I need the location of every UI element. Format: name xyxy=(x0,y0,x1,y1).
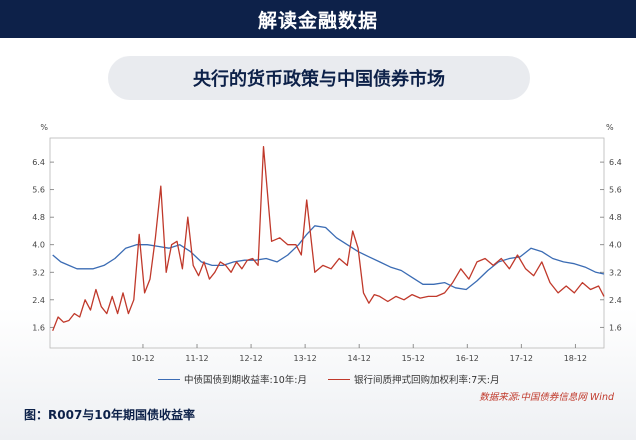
y-tick-label-right: 5.6 xyxy=(609,186,622,195)
subtitle-pill: 央行的货币政策与中国债券市场 xyxy=(108,56,530,100)
page-header: 解读金融数据 xyxy=(0,0,636,38)
y-tick-label-right: 6.4 xyxy=(609,158,622,167)
x-tick-label: 11-12 xyxy=(185,354,208,363)
x-tick-label: 10-12 xyxy=(131,354,154,363)
y-tick-label-right: 4.8 xyxy=(609,213,622,222)
header-title: 解读金融数据 xyxy=(257,9,378,32)
x-tick-label: 14-12 xyxy=(348,354,371,363)
chart-legend: 中债国债到期收益率:10年:月 银行间质押式回购加权利率:7天:月 xyxy=(0,372,636,388)
series-line-repo-rate xyxy=(52,145,605,332)
x-tick-label: 13-12 xyxy=(293,354,316,363)
y-tick-label-right: 3.2 xyxy=(609,268,622,277)
data-source: 数据来源:中国债券信息网 Wind xyxy=(479,392,614,403)
figure-caption: 图：R007与10年期国债收益率 xyxy=(24,408,195,422)
x-tick-label: 16-12 xyxy=(456,354,479,363)
x-tick-label: 18-12 xyxy=(564,354,587,363)
y-unit-right: % xyxy=(606,123,614,132)
y-tick-label-left: 2.4 xyxy=(32,296,45,305)
line-chart: 1.6 1.6 2.4 2.4 3.2 3.2 4.0 4.0 4.8 4.8 5.6 5.6 6.4 6… xyxy=(32,123,622,363)
y-tick-label-left: 5.6 xyxy=(32,186,45,195)
x-tick-label: 12-12 xyxy=(239,354,262,363)
legend-swatch-repo-rate xyxy=(328,378,350,380)
x-tick-label: 15-12 xyxy=(402,354,425,363)
y-tick-label-left: 4.0 xyxy=(32,241,45,250)
y-unit-left: % xyxy=(40,123,48,132)
y-tick-label-left: 6.4 xyxy=(32,158,45,167)
y-tick-label-right: 2.4 xyxy=(609,296,622,305)
y-tick-label-left: 1.6 xyxy=(32,323,45,332)
y-tick-label-right: 4.0 xyxy=(609,241,622,250)
legend-swatch-bond-yield xyxy=(158,378,180,380)
y-tick-label-right: 1.6 xyxy=(609,323,622,332)
legend-label-bond-yield: 中债国债到期收益率:10年:月 xyxy=(184,375,307,386)
legend-item-repo-rate: 银行间质押式回购加权利率:7天:月 xyxy=(328,372,499,386)
subtitle-text: 央行的货币政策与中国债券市场 xyxy=(193,69,445,90)
legend-item-bond-yield: 中债国债到期收益率:10年:月 xyxy=(158,372,307,386)
y-tick-label-left: 4.8 xyxy=(32,213,45,222)
series-line-bond-yield xyxy=(52,225,605,291)
chart-area: 1.6 1.6 2.4 2.4 3.2 3.2 4.0 4.0 4.8 4.8 5.6 5.6 6.4 6… xyxy=(0,118,636,390)
y-tick-label-left: 3.2 xyxy=(32,268,45,277)
legend-label-repo-rate: 银行间质押式回购加权利率:7天:月 xyxy=(354,375,500,386)
plot-frame xyxy=(49,137,605,349)
x-tick-label: 17-12 xyxy=(510,354,533,363)
